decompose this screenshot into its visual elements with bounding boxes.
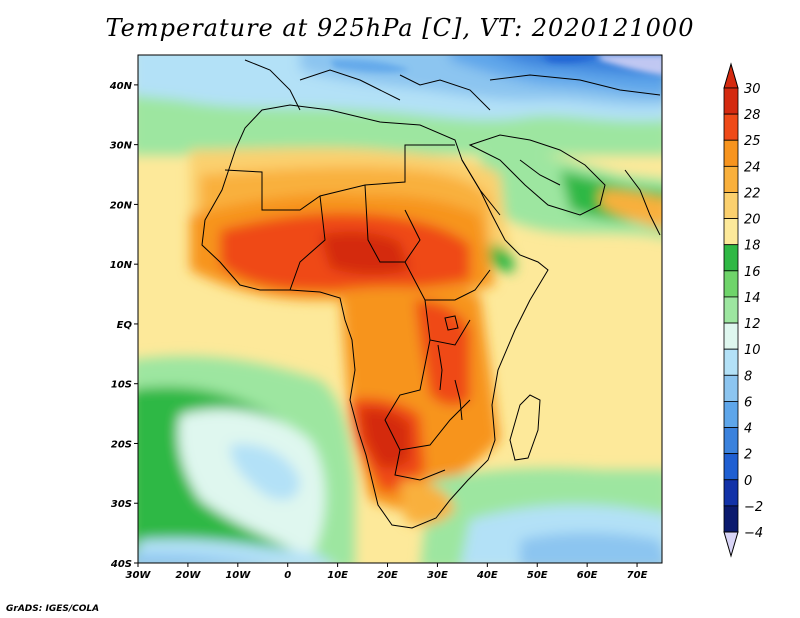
lon-tick-label: 60E (577, 570, 598, 581)
colorbar-label: 10 (744, 343, 761, 358)
colorbar-label: 6 (744, 395, 752, 410)
lon-tick-label: 30E (427, 570, 448, 581)
colorbar-swatch (723, 401, 739, 428)
colorbar-swatch (723, 479, 739, 507)
lat-tick-label: 10S (111, 380, 132, 391)
lon-tick-label: 30W (126, 570, 152, 581)
lat-tick-label: EQ (117, 320, 133, 331)
colorbar-swatch (723, 270, 739, 298)
lon-tick-label: 0 (284, 570, 291, 581)
lat-tick-label: 30N (110, 141, 133, 152)
lon-tick-label: 20E (377, 570, 398, 581)
colorbar-label: 12 (744, 317, 761, 332)
lon-tick-label: 20W (175, 570, 201, 581)
lat-tick-label: 30S (111, 499, 132, 510)
colorbar-top-arrow (723, 62, 739, 89)
lon-tick-label: 50E (527, 570, 548, 581)
colorbar-label: 8 (744, 369, 752, 384)
colorbar-swatch (723, 244, 739, 272)
lon-tick-label: 70E (627, 570, 648, 581)
colorbar-swatch (723, 139, 739, 167)
lat-tick-label: 40N (109, 81, 133, 92)
lat-tick-label: 20S (111, 439, 132, 450)
colorbar-swatch (723, 374, 739, 402)
colorbar-label: −2 (744, 500, 763, 515)
coastlines (201, 59, 661, 529)
colorbar-label: 30 (744, 82, 761, 97)
colorbar-label: 2 (744, 448, 752, 463)
colorbar-label: 25 (744, 134, 761, 149)
colorbar-swatch (723, 113, 739, 141)
colorbar-swatch (723, 453, 739, 481)
colorbar-swatch (723, 218, 739, 246)
longitude-ticks: 30W 20W 10W 0 10E 20E 30E 40E 50E 60E 70E (126, 563, 648, 581)
lon-tick-label: 10W (225, 570, 251, 581)
temperature-field (138, 55, 662, 563)
colorbar-label: 0 (744, 474, 752, 489)
colorbar-swatch (723, 427, 739, 455)
map-frame (137, 54, 663, 564)
lat-tick-label: 40S (110, 559, 132, 570)
lat-tick-label: 10N (110, 260, 133, 271)
colorbar-swatch (723, 322, 739, 350)
colorbar-label: 20 (744, 213, 761, 228)
colorbar-swatch (723, 165, 739, 193)
colorbar-swatch (723, 87, 739, 115)
colorbar-bottom-arrow (723, 531, 739, 558)
grads-credit: GrADS: IGES/COLA (6, 604, 100, 614)
colorbar-label: 18 (744, 239, 761, 254)
colorbar-swatch (723, 505, 739, 533)
lon-tick-label: 10E (327, 570, 348, 581)
colorbar-label: 28 (744, 108, 761, 123)
lon-tick-label: 40E (476, 570, 498, 581)
map-title: Temperature at 925hPa [C], VT: 202012100… (105, 14, 695, 42)
colorbar-label: 4 (744, 422, 752, 437)
colorbar-label: −4 (744, 526, 763, 541)
colorbar-label: 14 (744, 291, 761, 306)
colorbar-swatch (723, 296, 739, 324)
colorbar-swatch (723, 192, 739, 219)
lat-tick-label: 20N (110, 200, 133, 211)
latitude-ticks: 40N 30N 20N 10N EQ 10S 20S 30S 40S (109, 81, 138, 570)
colorbar-label: 16 (744, 265, 761, 280)
colorbar-swatch (723, 348, 739, 376)
colorbar-label: 22 (744, 186, 761, 201)
colorbar-label: 24 (744, 160, 761, 175)
